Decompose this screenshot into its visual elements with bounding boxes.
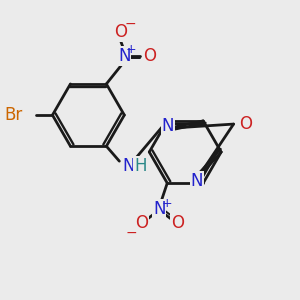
Text: −: − [124, 17, 136, 31]
Text: H: H [134, 157, 147, 175]
Text: +: + [126, 43, 136, 56]
Text: N: N [162, 117, 174, 135]
Text: Br: Br [4, 106, 22, 124]
Text: N: N [153, 200, 166, 218]
Text: O: O [114, 23, 127, 41]
Text: O: O [240, 115, 253, 133]
Text: O: O [135, 214, 148, 232]
Text: +: + [162, 196, 172, 210]
Text: −: − [125, 226, 137, 240]
Text: N: N [122, 157, 135, 175]
Text: O: O [143, 47, 156, 65]
Text: N: N [191, 172, 203, 190]
Text: O: O [171, 214, 184, 232]
Text: N: N [118, 47, 130, 65]
